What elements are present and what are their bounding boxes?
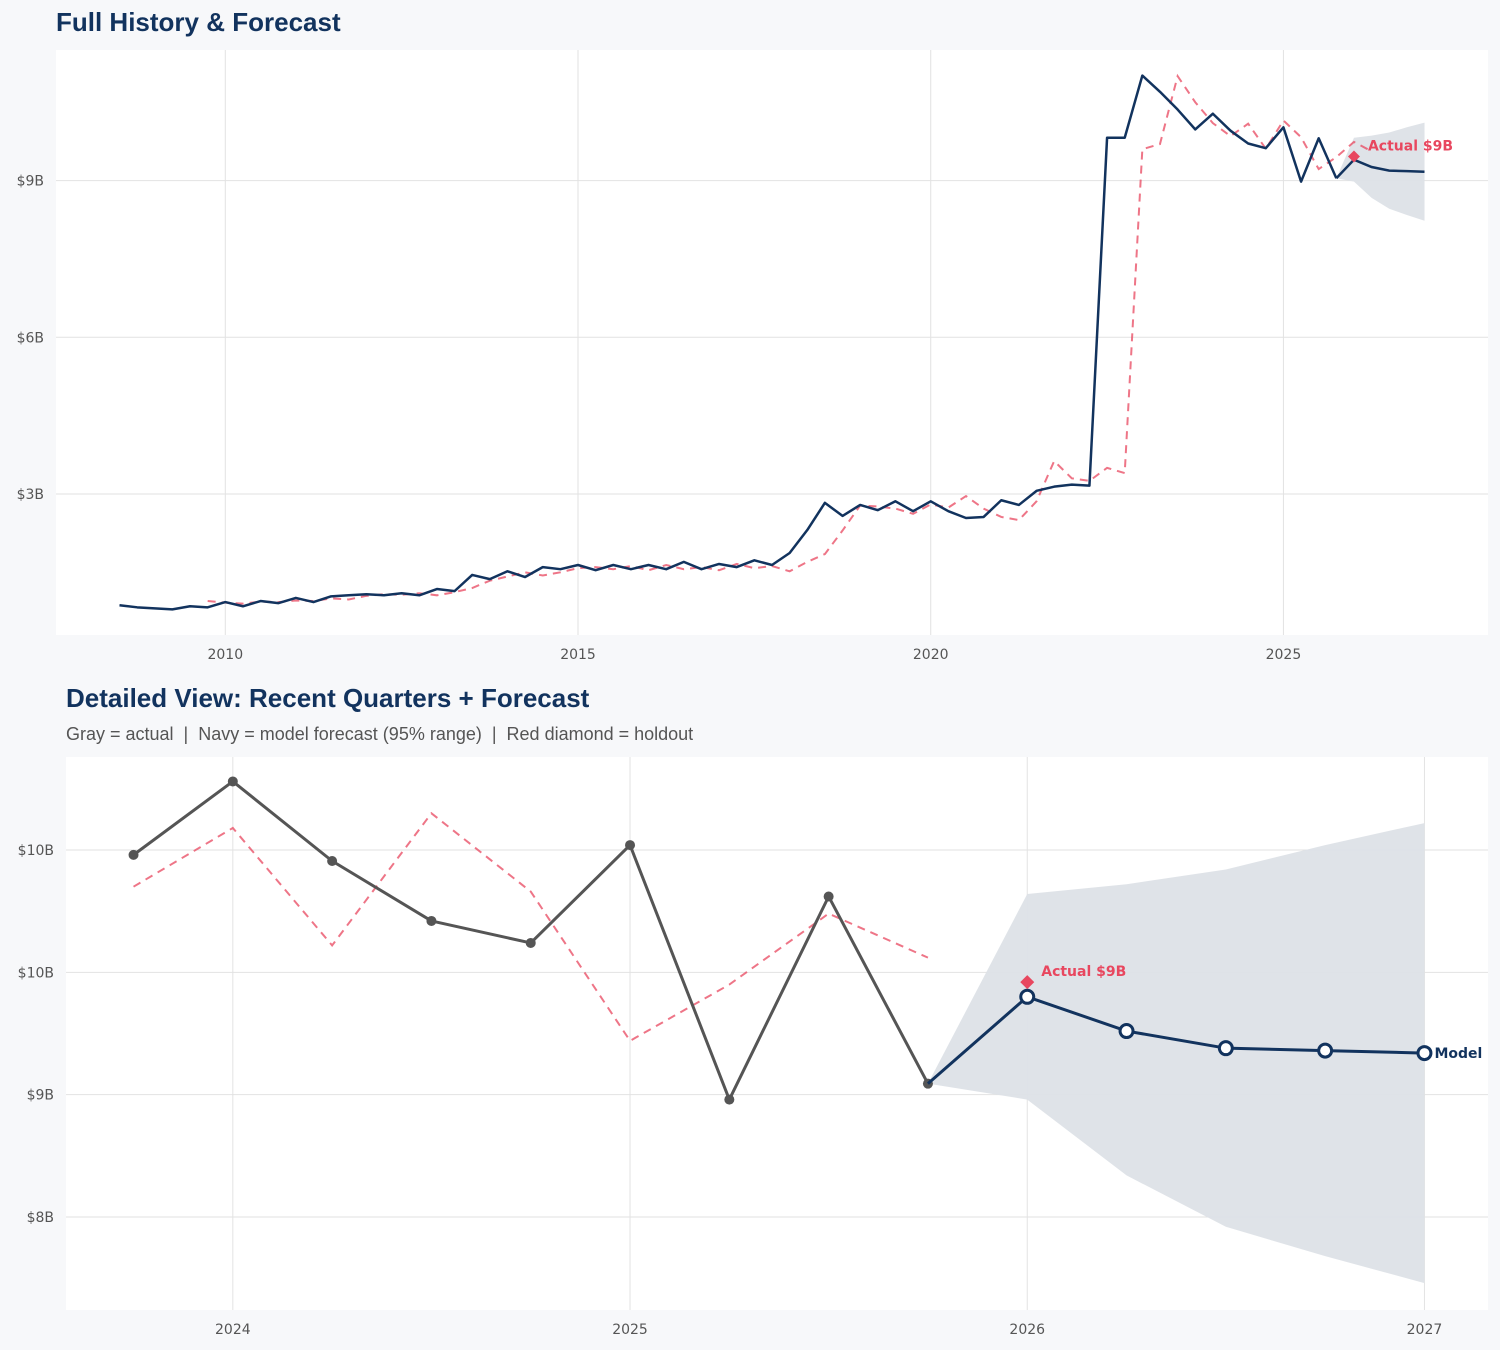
forecast-point [1019,988,1036,1005]
detailed-view-chart: 2024 2025 2026 2027 $10B $10B $9B $8B Actual $9B… [18,757,1488,1338]
model-label: Model [1434,1046,1482,1062]
forecast-point [1118,1023,1135,1040]
x-tick-label: 2015 [560,647,596,663]
holdout-diamond [1020,975,1035,990]
bottom-chart-title: Detailed View: Recent Quarters + Forecas… [66,683,590,713]
x-tick-label: 2020 [913,647,949,663]
forecast-line [1335,158,1425,180]
x-tick-label: 2025 [612,1322,648,1338]
actual-point [327,855,338,866]
y-tick-label: $6B [17,330,44,346]
plot-area [56,50,1488,635]
y-tick-label: $9B [27,1088,54,1104]
fitted-line [207,73,1373,605]
y-tick-label: $10B [18,843,54,859]
forecast-95-band [927,823,1425,1284]
x-tick-label: 2025 [1266,647,1302,663]
y-tick-label: $3B [17,487,44,503]
x-tick-label: 2027 [1407,1322,1443,1338]
x-tick-label: 2026 [1009,1322,1045,1338]
holdout-label: Actual $9B [1368,139,1453,155]
actual-point [128,849,139,860]
y-tick-label: $10B [18,965,54,981]
actual-point [724,1094,735,1105]
fitted-line [133,811,929,1043]
forecast-line [926,995,1425,1085]
actual-point [625,840,636,851]
bottom-chart-subtitle: Gray = actual | Navy = model forecast (9… [66,724,693,744]
forecast-point [1217,1040,1234,1057]
holdout-diamond [1347,150,1360,163]
forecast-point [1317,1042,1334,1059]
actual-point [525,937,536,948]
actual-point [823,891,834,902]
x-tick-label: 2010 [207,647,243,663]
forecast-95-band [1336,122,1425,221]
actual-point [426,915,437,926]
actual-line [119,74,1338,611]
actual-point [227,776,238,787]
y-tick-label: $8B [27,1210,54,1226]
top-chart-title: Full History & Forecast [56,7,341,37]
full-history-chart: 2010 2015 2020 2025 $3B $6B $9B Actual $9B [17,50,1488,663]
y-tick-label: $9B [17,174,44,190]
holdout-label: Actual $9B [1041,964,1126,980]
x-tick-label: 2024 [215,1322,251,1338]
forecast-point [1416,1045,1433,1062]
